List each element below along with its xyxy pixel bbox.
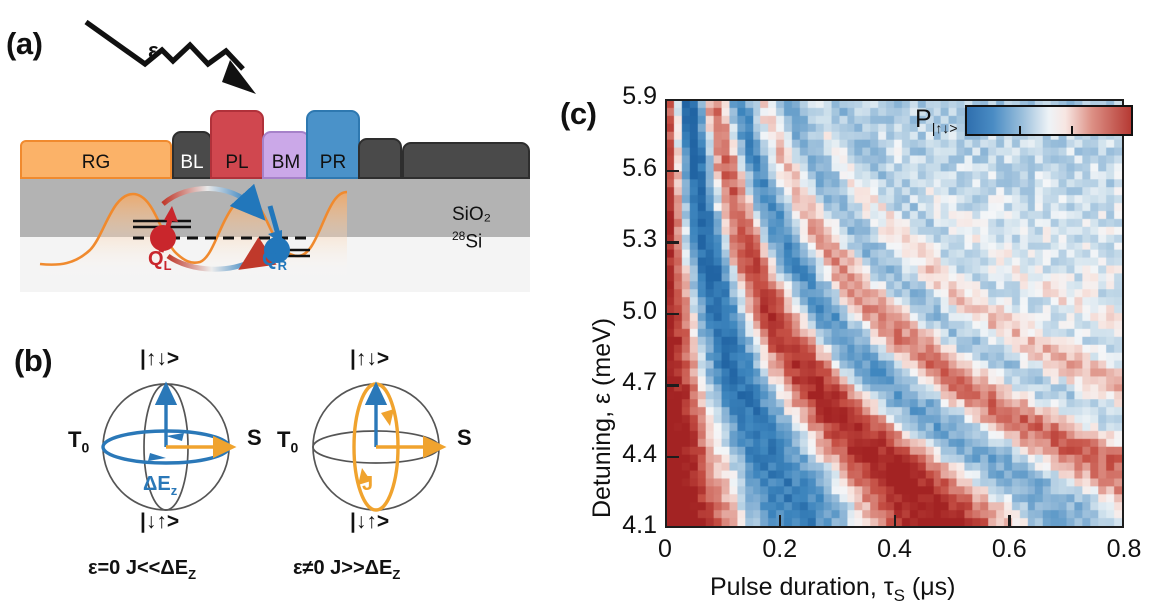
x-tick-label: 0 <box>658 535 672 563</box>
x-tick-mark <box>1008 515 1011 527</box>
y-tick-mark <box>666 241 679 244</box>
bloch-right-south-label: |↓↑> <box>350 510 390 533</box>
y-tick-label: 4.1 <box>622 511 657 539</box>
gate-screen-2[interactable] <box>402 142 530 179</box>
panel-a-device-schematic: (a) ε <box>0 0 560 320</box>
bloch-right-T0-label: T0 <box>277 427 299 456</box>
x-tick-label: 0.2 <box>762 535 798 563</box>
right-dot-label: QR <box>262 248 287 273</box>
gate-RG[interactable]: RG <box>20 140 172 179</box>
silicon-layer-label: 28Si <box>452 229 483 253</box>
gate-PL[interactable]: PL <box>210 110 264 179</box>
bloch-left-S-label: S <box>247 425 262 450</box>
colorbar-group: P|↑↓> <box>915 105 1133 136</box>
y-tick-label: 4.7 <box>622 368 657 396</box>
y-axis-label: Detuning, ε (meV) <box>588 317 616 518</box>
colorbar <box>964 105 1133 136</box>
y-tick-mark <box>666 384 679 387</box>
bloch-left-T0-label: T0 <box>68 427 90 456</box>
gate-screen-1[interactable] <box>358 138 402 179</box>
bloch-left-rate-label: ΔEz <box>143 473 178 498</box>
y-tick-label: 5.3 <box>622 225 657 253</box>
gate-BM[interactable]: BM <box>262 131 310 179</box>
pulse-epsilon-label: ε <box>148 38 159 63</box>
panel-c-chevron-heatmap: (c) 4.1 4.4 4.7 5.0 5.3 5.6 5.9 0 0.2 0.4 0.6 0.8 … <box>560 70 1154 610</box>
panel-b-bloch-spheres: (b) |↑↓> |↓↑> T0 S <box>0 325 560 610</box>
bloch-right-north-label: |↑↓> <box>350 347 390 370</box>
y-tick-mark <box>666 455 679 459</box>
bloch-right-caption: ε≠0 J>>ΔEZ <box>293 557 401 582</box>
bloch-left-south-label: |↓↑> <box>140 510 180 533</box>
colorbar-tick-1 <box>1018 126 1021 134</box>
left-dot-label: QL <box>148 248 172 273</box>
panel-b-letter: (b) <box>14 343 53 378</box>
heatmap-canvas <box>667 101 1122 526</box>
bloch-right-rate-label: J <box>362 473 374 495</box>
colorbar-tick-2 <box>1070 126 1073 134</box>
bloch-left-caption: ε=0 J<<ΔEZ <box>88 557 197 582</box>
x-tick-label: 0.8 <box>1106 535 1142 563</box>
gate-PR[interactable]: PR <box>306 110 360 179</box>
panel-a-letter: (a) <box>6 26 43 61</box>
y-tick-mark <box>666 169 679 173</box>
y-tick-label: 5.9 <box>622 82 657 110</box>
panel-c-letter: (c) <box>560 96 597 131</box>
x-tick-mark <box>778 515 782 527</box>
bloch-sphere-right-graphic <box>312 381 447 512</box>
y-tick-mark <box>666 312 679 316</box>
bloch-left-north-label: |↑↓> <box>140 347 180 370</box>
x-tick-label: 0.6 <box>991 535 1027 563</box>
heatmap-plot-area[interactable] <box>665 99 1124 528</box>
y-tick-label: 5.0 <box>622 296 657 325</box>
y-tick-label: 5.6 <box>622 153 657 182</box>
x-tick-mark <box>893 515 897 527</box>
colorbar-label: P|↑↓> <box>915 105 958 136</box>
detuning-pulse-arrow-icon <box>84 19 256 94</box>
bloch-right-S-label: S <box>457 425 472 450</box>
x-tick-label: 0.4 <box>877 535 912 563</box>
y-tick-label: 4.4 <box>622 439 657 468</box>
bloch-sphere-left-graphic <box>101 381 237 511</box>
gate-BL[interactable]: BL <box>172 131 212 179</box>
oxide-layer-label: SiO₂ <box>452 204 492 225</box>
potential-landscape <box>39 183 348 276</box>
x-axis-label: Pulse duration, τS (μs) <box>710 573 956 605</box>
